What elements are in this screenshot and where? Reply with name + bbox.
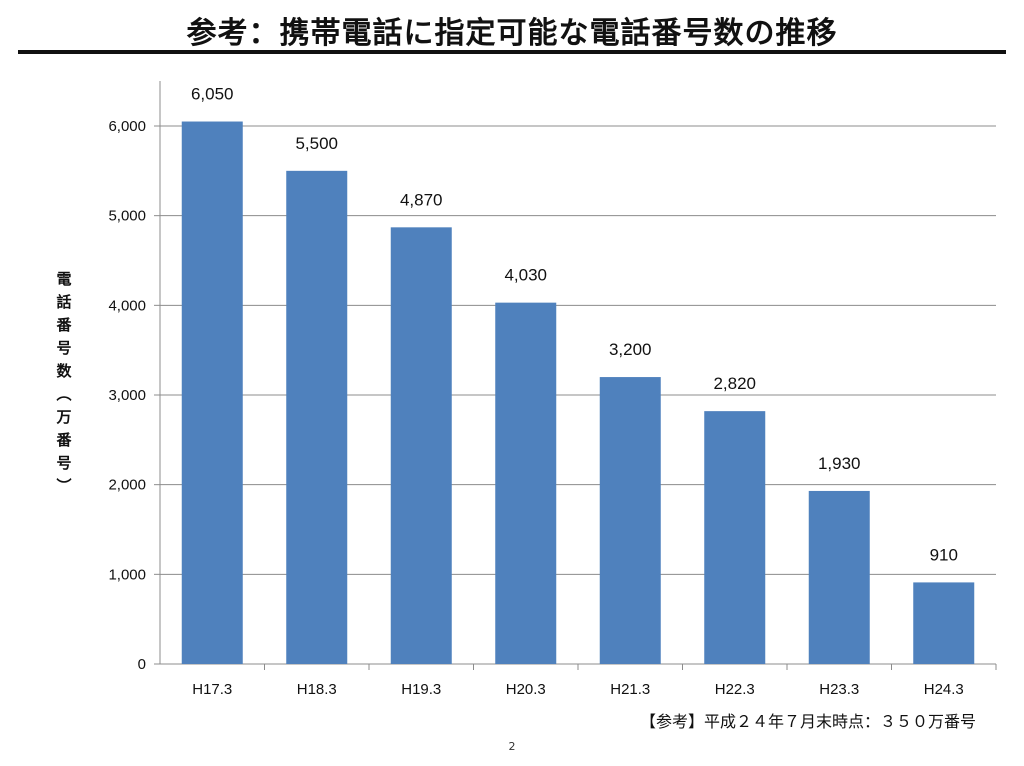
y-tick-label: 5,000 (108, 208, 146, 225)
y-tick-label: 3,000 (108, 387, 146, 404)
y-axis-label-char: 号 (56, 454, 72, 472)
x-tick-label: H20.3 (506, 681, 546, 698)
y-tick-label: 2,000 (108, 477, 146, 494)
bar (495, 302, 557, 664)
x-tick-label: H22.3 (715, 681, 755, 698)
data-label: 3,200 (609, 340, 652, 359)
bar (286, 170, 348, 665)
bar (390, 227, 452, 664)
bar (704, 411, 766, 664)
data-label: 2,820 (713, 374, 756, 393)
y-tick-label: 6,000 (108, 118, 146, 135)
bars (181, 121, 975, 665)
y-axis-label-char: 番 (56, 316, 72, 334)
data-labels: 6,050 5,500 4,870 4,030 3,200 2,820 1,930 910 (191, 85, 958, 565)
x-tick-label: H23.3 (819, 681, 859, 698)
y-tick-label: 0 (138, 656, 146, 673)
bar (181, 121, 243, 665)
grid-lines (160, 125, 996, 575)
y-axis-label-char: ︵ (56, 385, 72, 403)
y-tick-label: 4,000 (108, 297, 146, 314)
bar (808, 490, 870, 664)
y-axis-label-char: ︶ (56, 477, 72, 495)
page-number: 2 (508, 740, 516, 753)
data-label: 5,500 (295, 134, 338, 153)
y-axis-label-char: 数 (56, 362, 72, 380)
x-tick-label: H17.3 (192, 681, 232, 698)
data-label: 4,030 (504, 266, 547, 285)
y-axis-label-char: 万 (56, 408, 72, 426)
y-axis-label-char: 電 (56, 270, 72, 288)
data-label: 1,930 (818, 454, 861, 473)
data-label: 910 (930, 545, 958, 564)
tick-labels: 0 1,000 2,000 3,000 4,000 5,000 6,000 H17.3 H18.… (108, 118, 963, 698)
x-tick-label: H21.3 (610, 681, 650, 698)
data-label: 6,050 (191, 85, 234, 104)
y-axis-label-char: 番 (56, 431, 72, 449)
bar (599, 377, 661, 664)
x-tick-label: H24.3 (924, 681, 964, 698)
y-tick-label: 1,000 (108, 566, 146, 583)
y-axis-label-char: 号 (56, 339, 72, 357)
data-label: 4,870 (400, 190, 443, 209)
x-tick-label: H19.3 (401, 681, 441, 698)
y-axis-label-char: 話 (56, 293, 72, 311)
x-tick-label: H18.3 (297, 681, 337, 698)
y-axis-label: 電話番号数 ︵ 万番号 ︶ (52, 268, 76, 498)
title-divider (18, 50, 1006, 54)
footnote: 【参考】平成２４年７月末時点：３５０万番号 (640, 712, 977, 731)
page-title: 参考：携帯電話に指定可能な電話番号数の推移 (186, 16, 838, 51)
bar (913, 582, 975, 664)
